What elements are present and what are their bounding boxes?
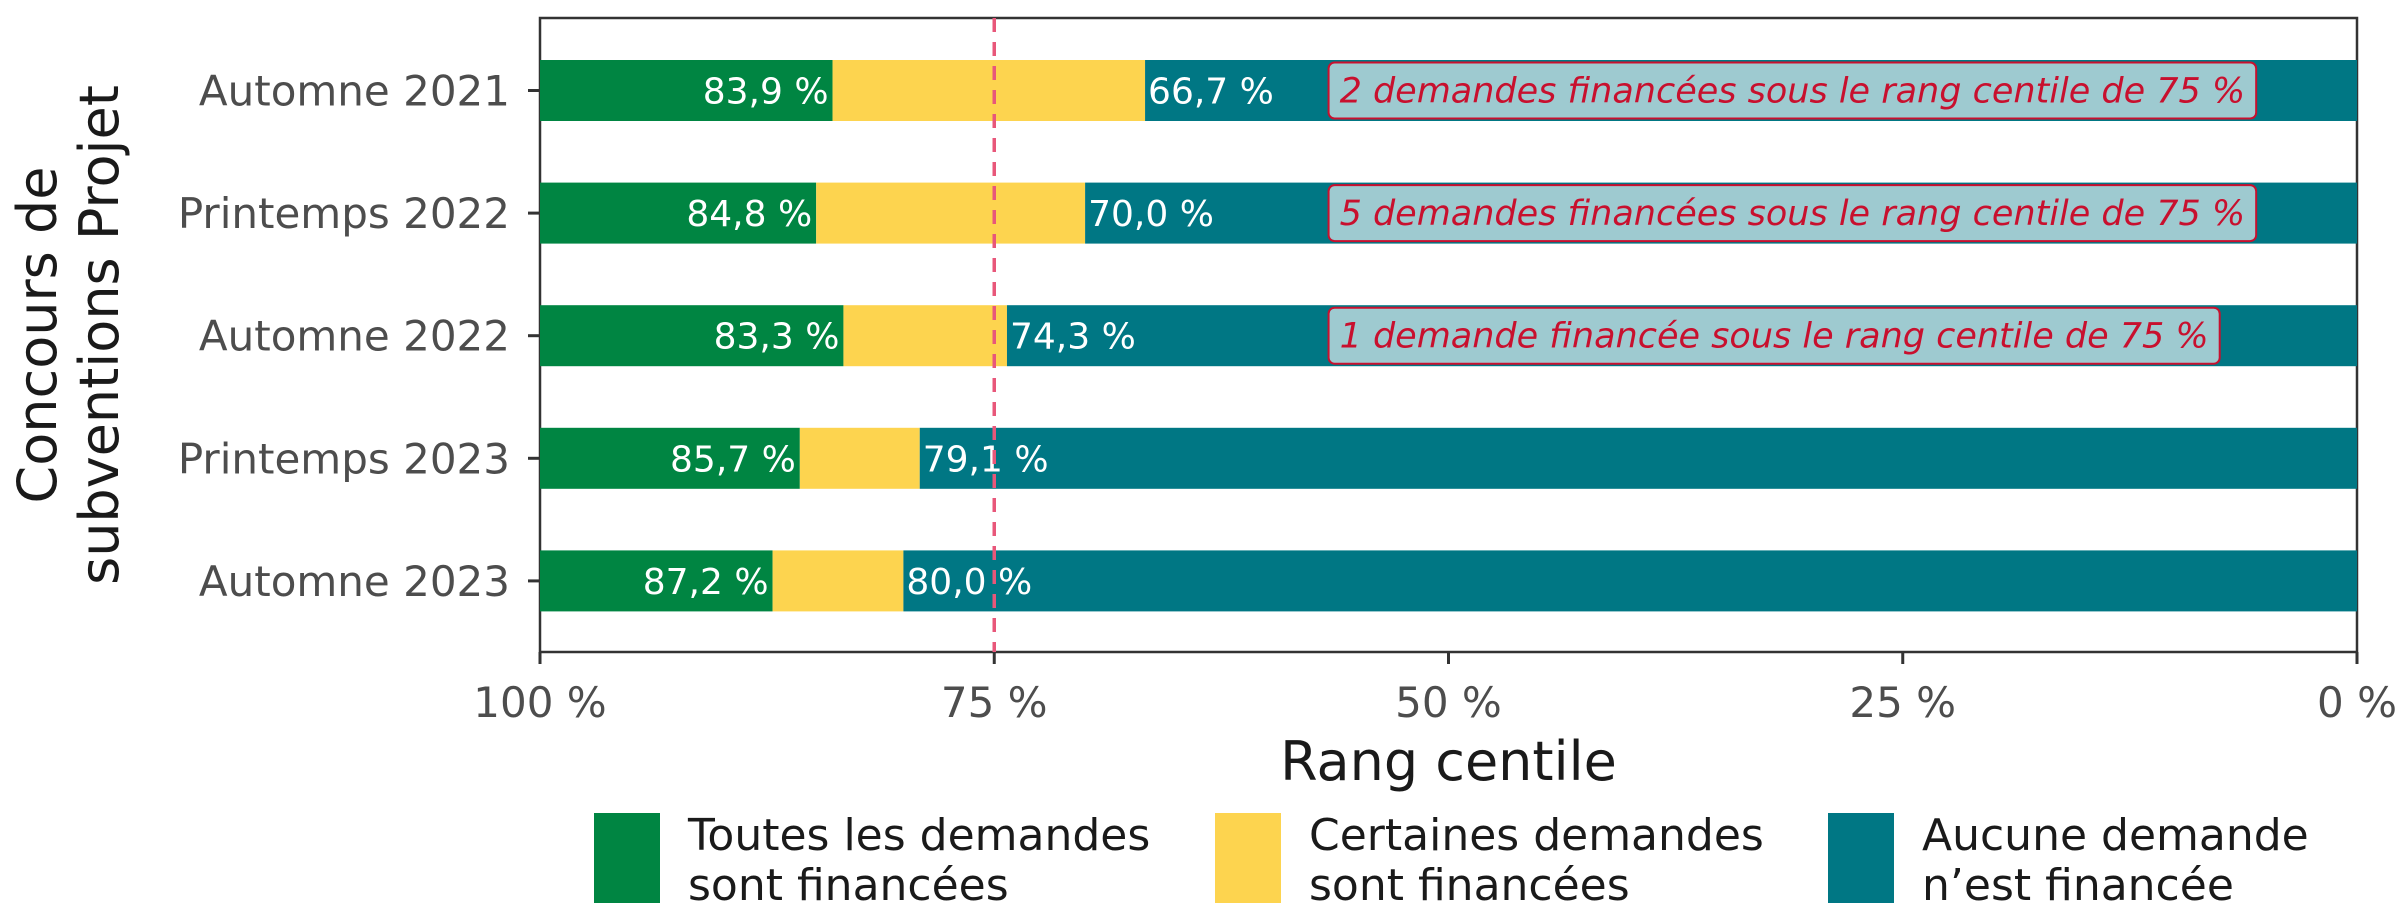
bar-label-all-funded-1: 83,9 %	[703, 72, 829, 113]
annotation-text-3: 1 demande financée sous le rang centile …	[1340, 317, 2209, 357]
legend-key-1	[594, 813, 660, 903]
bar-some-funded-1	[832, 60, 1146, 121]
y-tick-label-5: Automne 2023	[199, 557, 510, 606]
bar-some-funded-2	[816, 182, 1086, 244]
bar-label-all-funded-5: 87,2 %	[643, 562, 769, 603]
y-axis-title-line-2: subventions Projet	[68, 85, 131, 585]
bar-some-funded-4	[799, 427, 920, 489]
bar-some-funded-3	[843, 305, 1007, 367]
legend-label-2-line-1: Certaines demandes	[1309, 810, 1764, 861]
bar-all-funded-3	[540, 305, 844, 367]
y-axis-title-line-1: Concours de	[6, 167, 69, 504]
bar-label-all-funded-3: 83,3 %	[714, 317, 840, 358]
bar-all-funded-4	[540, 427, 800, 489]
legend-label-3-line-1: Aucune demande	[1922, 810, 2309, 861]
bar-all-funded-2	[540, 182, 817, 244]
y-tick-label-1: Automne 2021	[199, 67, 510, 116]
bar-none-funded-5	[903, 550, 2357, 612]
bar-label-none-funded-1: 66,7 %	[1148, 72, 1274, 113]
bar-label-none-funded-3: 74,3 %	[1010, 317, 1136, 358]
legend-key-3	[1828, 813, 1894, 903]
x-tick-label-2: 75 %	[941, 678, 1048, 727]
annotation-box-2	[1327, 184, 2258, 243]
annotation-text-2: 5 demandes financées sous le rang centil…	[1340, 194, 2246, 234]
x-axis-title: Rang centile	[1280, 730, 1617, 793]
x-tick-label-4: 25 %	[1849, 678, 1956, 727]
bar-all-funded-1	[540, 60, 833, 121]
bar-label-none-funded-2: 70,0 %	[1088, 194, 1214, 235]
x-tick-label-3: 50 %	[1395, 678, 1502, 727]
annotation-box-1	[1327, 61, 2258, 120]
bar-label-none-funded-5: 80,0 %	[906, 562, 1032, 603]
bar-label-all-funded-2: 84,8 %	[686, 194, 812, 235]
bar-label-all-funded-4: 85,7 %	[670, 439, 796, 480]
y-tick-label-3: Automne 2022	[199, 312, 510, 361]
annotation-text-1: 2 demandes financées sous le rang centil…	[1340, 72, 2246, 112]
legend-key-2	[1215, 813, 1281, 903]
bar-none-funded-4	[919, 427, 2358, 489]
legend-label-2-line-2: sont financées	[1309, 860, 1630, 911]
bar-all-funded-5	[540, 550, 773, 612]
bar-label-none-funded-4: 79,1 %	[923, 439, 1049, 480]
annotation-box-3	[1327, 306, 2221, 365]
y-tick-label-4: Printemps 2023	[178, 434, 510, 483]
legend-label-1-line-1: Toutes les demandes	[687, 810, 1150, 861]
legend-label-1-line-2: sont financées	[688, 860, 1009, 911]
legend-label-3-line-2: n’est financée	[1922, 860, 2234, 911]
bar-some-funded-5	[772, 550, 904, 612]
y-tick-label-2: Printemps 2022	[178, 189, 510, 238]
x-tick-label-5: 0 %	[2317, 678, 2397, 727]
x-tick-label-1: 100 %	[473, 678, 606, 727]
